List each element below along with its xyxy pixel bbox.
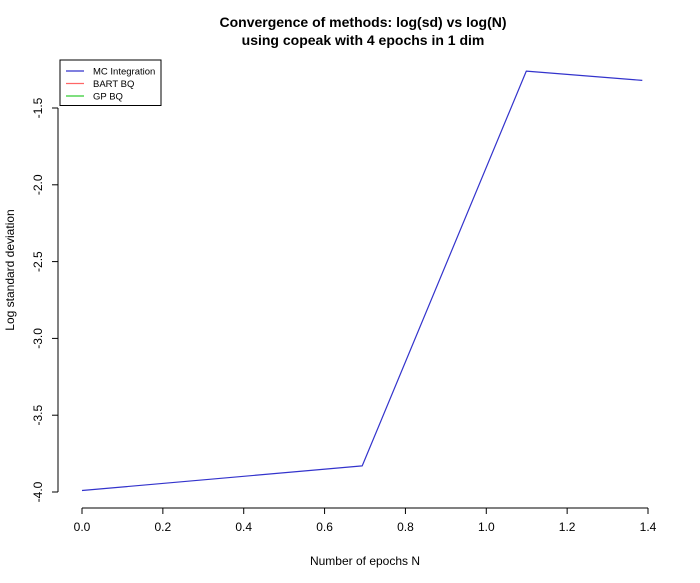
y-tick-label: -2.0	[31, 174, 45, 195]
y-tick-label: -1.5	[31, 97, 45, 118]
chart-title-line-1: Convergence of methods: log(sd) vs log(N…	[219, 14, 506, 30]
chart-title-line-2: using copeak with 4 epochs in 1 dim	[242, 32, 485, 48]
y-tick-label: -3.0	[31, 328, 45, 349]
y-axis: -4.0 -3.5 -3.0 -2.5 -2.0 -1.5	[31, 97, 59, 502]
x-axis: 0.0 0.2 0.4 0.6 0.8 1.0 1.2 1.4	[74, 507, 657, 534]
series-layer	[81, 70, 643, 492]
x-tick-label: 1.2	[559, 520, 576, 534]
x-axis-label: Number of epochs N	[310, 554, 420, 568]
series-line-0	[81, 70, 643, 492]
x-tick-label: 1.4	[640, 520, 657, 534]
x-tick-label: 0.0	[74, 520, 91, 534]
legend-label: GP BQ	[93, 92, 123, 103]
legend-label: BART BQ	[93, 79, 134, 90]
y-tick-label: -2.5	[31, 251, 45, 272]
y-tick-label: -4.0	[31, 481, 45, 502]
x-tick-label: 0.8	[397, 520, 414, 534]
x-tick-label: 1.0	[478, 520, 495, 534]
legend-label: MC Integration	[93, 67, 155, 78]
legend-box	[59, 59, 162, 106]
x-tick-label: 0.6	[316, 520, 333, 534]
x-tick-label: 0.4	[235, 520, 252, 534]
x-tick-label: 0.2	[155, 520, 172, 534]
y-axis-label: Log standard deviation	[3, 209, 17, 330]
y-tick-label: -3.5	[31, 405, 45, 426]
